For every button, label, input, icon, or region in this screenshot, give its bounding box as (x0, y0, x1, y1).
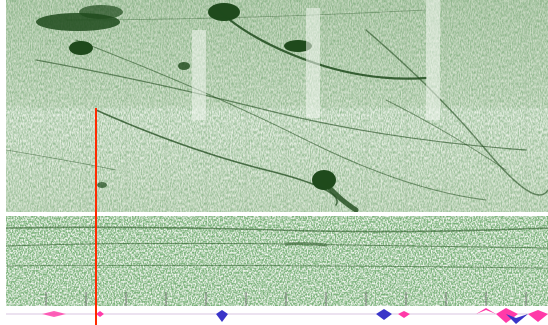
upper-bright-bands (192, 0, 440, 120)
time-cursor-line[interactable] (95, 108, 97, 325)
lower-tick-marks (45, 292, 527, 306)
signal-markers (42, 308, 548, 324)
upper-echo-traces (6, 4, 548, 212)
signal-strip (6, 306, 548, 325)
upper-echogram-noise (6, 0, 548, 212)
upper-echogram-panel[interactable] (6, 0, 548, 212)
lower-echo-layers (6, 226, 548, 269)
lower-echogram-panel[interactable] (6, 216, 548, 306)
